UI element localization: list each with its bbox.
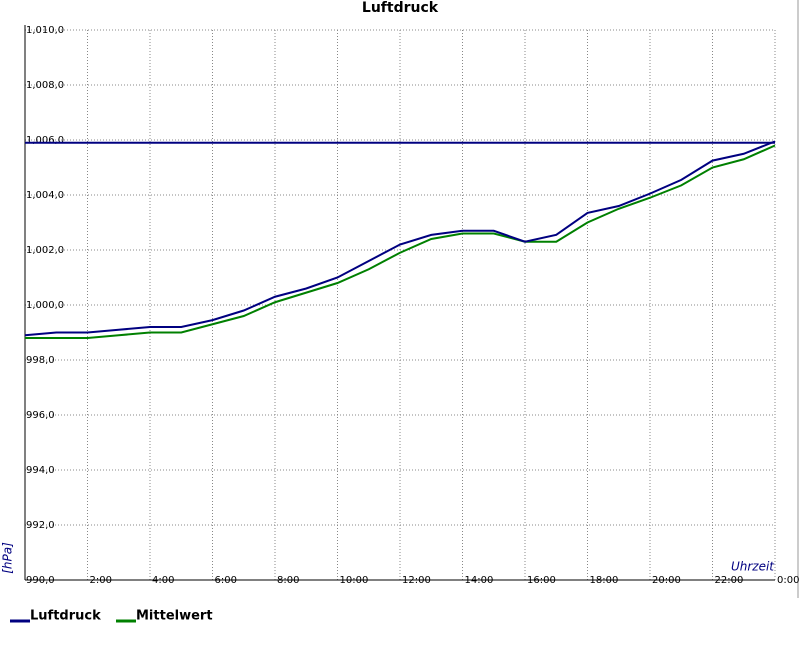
y-tick-label: 998,0 [26,355,55,366]
legend-label: Mittelwert [136,609,213,624]
y-tick-label: 1,010,0 [26,25,64,36]
series-line [24,140,776,337]
y-tick-label: 1,004,0 [26,190,64,201]
y-tick-label: 996,0 [26,410,55,421]
y-tick-label: 1,000,0 [26,300,64,311]
x-axis-title: Uhrzeit [731,560,775,574]
series-line [25,144,776,339]
y-tick-label: 1,008,0 [26,80,64,91]
y-tick-label: 1,002,0 [26,245,64,256]
y-tick-label: 992,0 [26,520,55,531]
y-tick-label: 994,0 [26,465,55,476]
legend-label: Luftdruck [30,609,101,624]
y-tick-label: 1,006,0 [26,135,64,146]
y-axis-title: [hPa] [1,542,15,574]
x-tick-label: 0:00 [777,575,799,586]
chart-title: Luftdruck [362,0,439,16]
